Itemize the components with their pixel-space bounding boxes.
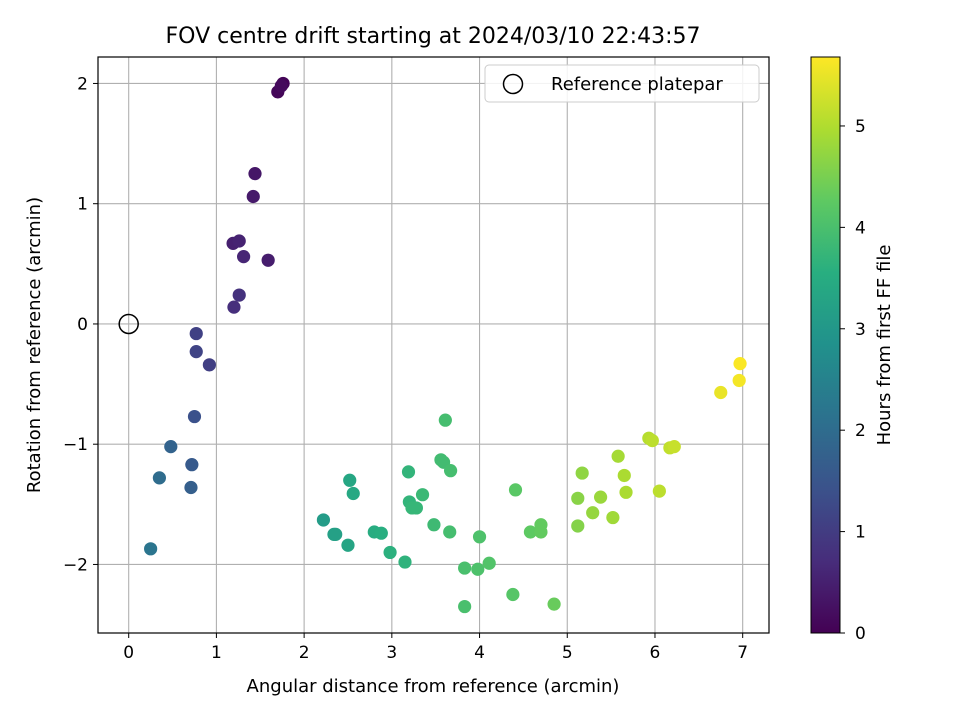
data-point	[274, 79, 288, 93]
colorbar-label: Hours from first FF file	[874, 245, 895, 446]
data-point	[482, 556, 496, 570]
colorbar: 0 1 2 3 4 5 Hours from first FF file	[810, 56, 895, 644]
x-tick-label: 2	[299, 643, 310, 663]
data-point	[593, 490, 608, 504]
y-tick-label: −1	[63, 435, 88, 455]
legend-marker-icon	[502, 73, 524, 95]
data-point	[645, 433, 659, 448]
data-point	[398, 555, 412, 569]
data-point	[427, 518, 441, 532]
data-point	[401, 465, 416, 479]
legend: Reference platepar	[484, 64, 760, 103]
x-tick-label: 1	[211, 643, 222, 663]
colorbar-tick-label: 4	[855, 218, 866, 238]
data-point	[374, 526, 388, 540]
data-point	[237, 250, 251, 264]
data-point	[733, 357, 747, 371]
reference-marker-layer	[118, 313, 139, 335]
colorbar-tick-label: 3	[855, 320, 866, 340]
data-point	[383, 545, 397, 560]
colorbar-tick-label: 1	[855, 523, 866, 543]
data-point	[261, 253, 275, 267]
data-point	[523, 525, 538, 539]
data-point	[606, 510, 620, 525]
y-axis-ticks: −2 −1 0 1 2	[63, 74, 98, 575]
data-point	[152, 471, 166, 485]
colorbar-ticks: 0 1 2 3 4 5	[840, 117, 866, 644]
colorbar-tick-label: 5	[855, 117, 866, 137]
data-point	[443, 525, 457, 539]
data-point	[471, 562, 485, 576]
data-point	[185, 458, 199, 472]
data-point	[586, 506, 600, 520]
x-tick-label: 0	[123, 643, 134, 663]
data-point	[506, 587, 520, 602]
y-tick-label: 1	[77, 195, 88, 215]
data-point	[316, 513, 331, 527]
data-point	[246, 189, 260, 204]
colorbar-gradient	[810, 56, 841, 634]
data-point	[232, 288, 246, 302]
y-tick-label: −2	[63, 555, 88, 575]
data-point	[329, 527, 343, 541]
data-point	[341, 538, 355, 552]
data-point	[458, 561, 472, 575]
data-point	[458, 599, 472, 614]
data-point	[189, 326, 203, 341]
data-point	[619, 485, 633, 499]
data-point	[667, 440, 681, 454]
data-point	[547, 597, 561, 611]
data-point	[652, 484, 666, 498]
data-point	[409, 501, 423, 515]
data-point	[472, 530, 487, 544]
x-axis-label: Angular distance from reference (arcmin)	[247, 676, 620, 697]
data-point	[144, 542, 158, 556]
x-tick-label: 5	[562, 643, 573, 663]
x-tick-label: 7	[737, 643, 748, 663]
y-tick-label: 2	[77, 74, 88, 94]
data-point	[732, 373, 746, 388]
chart-title: FOV centre drift starting at 2024/03/10 …	[166, 24, 701, 49]
data-point	[248, 167, 262, 181]
data-point	[184, 480, 198, 495]
plot-frame	[97, 56, 770, 634]
x-tick-label: 6	[650, 643, 661, 663]
data-point	[617, 468, 631, 483]
data-point	[611, 449, 625, 463]
y-axis-label: Rotation from reference (arcmin)	[24, 197, 45, 493]
data-point	[415, 488, 430, 502]
legend-box	[484, 64, 760, 103]
x-tick-label: 3	[386, 643, 397, 663]
data-point	[438, 413, 452, 427]
x-axis-ticks: 0 1 2 3 4 5 6 7	[123, 633, 748, 663]
data-point	[227, 300, 241, 314]
y-tick-label: 0	[77, 315, 88, 335]
data-point	[346, 486, 360, 501]
colorbar-tick-label: 2	[855, 421, 866, 441]
data-point	[444, 464, 458, 478]
legend-entry-reference-platepar: Reference platepar	[551, 74, 723, 95]
data-point	[571, 491, 585, 505]
x-tick-label: 4	[474, 643, 485, 663]
reference-platepar-marker	[118, 313, 139, 335]
data-point	[343, 473, 357, 487]
data-point	[189, 345, 203, 359]
data-point	[187, 409, 202, 424]
data-point	[232, 234, 246, 248]
data-point	[508, 483, 523, 497]
data-point	[571, 519, 585, 533]
grid	[98, 57, 769, 633]
data-point	[714, 385, 728, 400]
data-point	[534, 525, 548, 539]
colorbar-tick-label: 0	[855, 624, 866, 644]
data-point	[575, 466, 589, 480]
data-point	[164, 440, 178, 454]
data-point	[202, 358, 216, 372]
data-points	[144, 76, 747, 614]
